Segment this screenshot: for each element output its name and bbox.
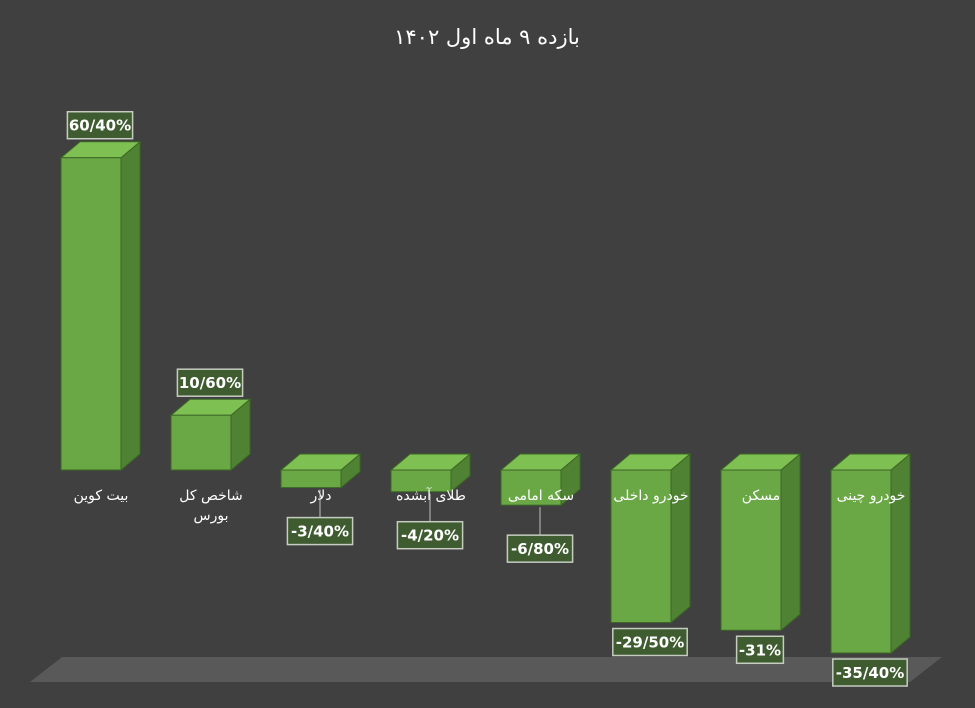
data-label: -4/20% — [396, 520, 464, 550]
data-label: -6/80% — [506, 534, 574, 563]
data-label: -3/40% — [286, 516, 354, 546]
bar-6 — [719, 452, 802, 632]
bar-front — [720, 469, 782, 631]
bar-front — [500, 469, 562, 506]
bar-1 — [169, 398, 252, 472]
data-label-box — [176, 368, 244, 397]
bars-group — [59, 140, 912, 655]
chart-floor — [30, 657, 942, 682]
bar-5 — [609, 452, 692, 624]
bar-7 — [829, 452, 912, 655]
category-label: سکه امامی — [508, 488, 574, 504]
bar-front — [60, 157, 122, 471]
data-label-box — [735, 635, 785, 665]
category-label: خودرو چینی — [837, 488, 906, 504]
data-label-text: -29/50% — [616, 634, 684, 652]
data-labels: 60/40% 10/60% -3/40% -4/20% -6/80% -29/50% -31… — [66, 110, 908, 687]
bar-0 — [59, 140, 142, 472]
bar-front — [280, 469, 342, 489]
data-label: -31% — [735, 635, 785, 665]
category-label: بیت کوین — [74, 488, 129, 504]
bar-3 — [389, 452, 472, 493]
data-label-box — [286, 516, 354, 546]
data-label: -35/40% — [832, 658, 908, 687]
data-label-text: -31% — [739, 641, 781, 659]
data-label-text: 60/40% — [69, 117, 131, 135]
data-label-text: -35/40% — [836, 664, 904, 682]
bar-side — [670, 452, 691, 624]
bar-front — [610, 469, 672, 624]
bar-front — [390, 469, 452, 493]
data-label-text: -4/20% — [401, 527, 459, 545]
data-label-box — [66, 110, 134, 140]
category-label: شاخص کل بورس — [179, 488, 243, 524]
category-label: مسکن — [742, 488, 780, 504]
data-label-box — [612, 627, 688, 657]
bar-side — [890, 452, 911, 655]
bar-side — [780, 452, 801, 632]
category-label: طلای آبشده — [396, 487, 466, 504]
bar-4 — [499, 452, 582, 507]
bar-front — [170, 414, 232, 471]
bar-side — [120, 140, 141, 472]
data-label-box — [396, 520, 464, 550]
data-label-text: -6/80% — [511, 540, 569, 558]
bar-front — [830, 469, 892, 654]
data-label: 10/60% — [176, 368, 244, 397]
data-label-box — [832, 658, 908, 687]
bar-2 — [279, 452, 362, 489]
data-label: -29/50% — [612, 627, 688, 657]
category-label: خودرو داخلی — [613, 488, 688, 504]
data-label-text: -3/40% — [291, 523, 349, 541]
data-label: 60/40% — [66, 110, 134, 140]
chart-title: بازده ۹ ماه اول ۱۴۰۲ — [394, 25, 580, 49]
data-label-text: 10/60% — [179, 374, 241, 392]
data-label-box — [506, 534, 574, 563]
